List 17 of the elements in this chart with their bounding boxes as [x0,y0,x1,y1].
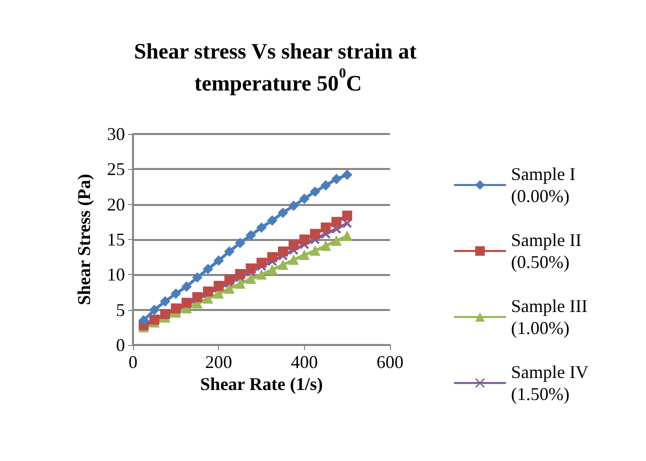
x-tick-label: 200 [205,352,232,372]
y-tick-label: 0 [116,335,125,355]
y-tick-label: 15 [107,230,125,250]
x-tick-label: 400 [290,352,318,372]
x-axis-title: Shear Rate (1/s) [200,374,323,394]
y-tick-label: 10 [107,264,125,285]
legend-label: Sample III (1.00%) [511,296,592,338]
y-tick-label: 30 [107,124,125,144]
x-tick-label: 0 [128,352,138,372]
legend-label: Sample IV (1.50%) [511,362,593,404]
x-tick-label: 600 [376,352,404,372]
y-tick-label: 5 [116,300,125,320]
y-tick-label: 20 [107,194,125,214]
legend-label: Sample I (0.00%) [511,164,580,206]
legend-label: Sample II (0.50%) [511,230,586,272]
y-tick-label: 25 [107,159,125,180]
y-axis-title: Shear Stress (Pa) [74,174,94,306]
